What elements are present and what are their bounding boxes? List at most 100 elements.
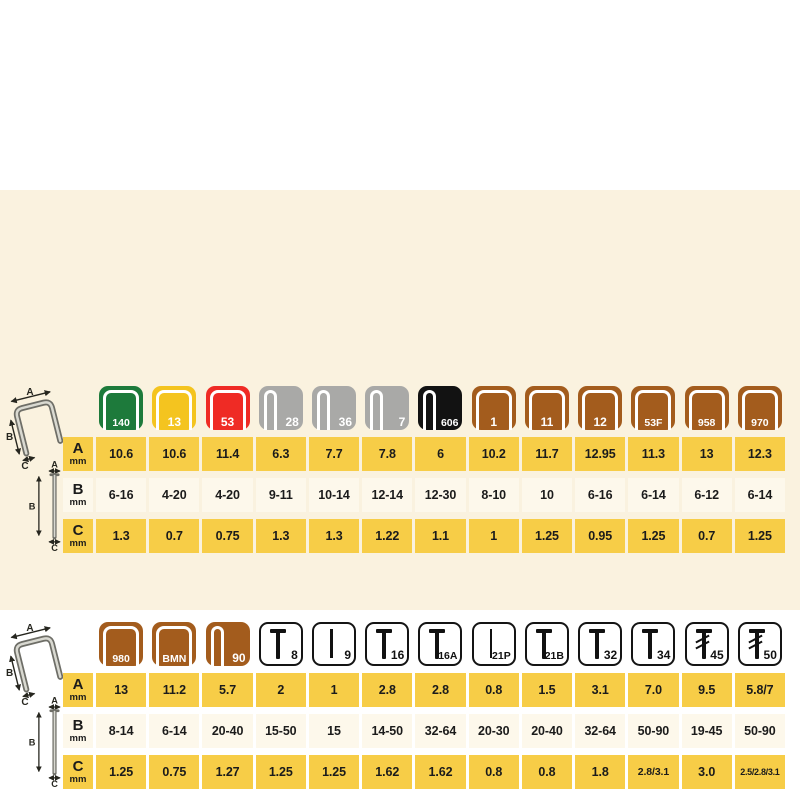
staple-icon-53F: 53F <box>631 386 676 430</box>
value-cell-b-9: 15 <box>308 714 360 748</box>
value-cell-b-1: 8-10 <box>468 478 519 512</box>
nail-shaft <box>330 629 333 658</box>
staple-glyph <box>370 390 384 430</box>
icon-code-label: 970 <box>751 416 769 429</box>
column-icon-cell: 16A <box>415 622 465 666</box>
dim-label-a: A <box>26 624 33 634</box>
value-cell-b-11: 10 <box>521 478 573 512</box>
value-cell-a-9: 1 <box>308 673 360 707</box>
pin-dimensions-diagram: A B C <box>29 460 61 552</box>
staple-glyph <box>103 390 140 430</box>
staple-icon-28: 28 <box>258 386 303 430</box>
icon-code-label: 11 <box>540 415 554 429</box>
nail-shaft <box>382 629 387 659</box>
staple-glyph <box>317 390 331 430</box>
value-cell-b-90: 20-40 <box>202 714 253 748</box>
icon-code-label: 16A <box>438 649 458 662</box>
column-icon-cell: 12 <box>575 386 625 430</box>
value-cell-b-32: 32-64 <box>575 714 626 748</box>
value-cell-c-8: 1.25 <box>255 755 306 789</box>
column-icon-cell: 21P <box>469 622 519 666</box>
value-cell-a-606: 6 <box>415 437 466 471</box>
row-letter: B <box>72 717 84 735</box>
icon-code-label: 28 <box>285 415 299 429</box>
row-unit: mm <box>69 456 87 468</box>
staple-icon-140: 140 <box>99 386 144 430</box>
icon-code-label: 980 <box>112 652 130 665</box>
value-cell-c-606: 1.1 <box>415 519 466 553</box>
dim-label-c: C <box>51 779 58 788</box>
value-cell-b-28: 9-11 <box>255 478 306 512</box>
nail-icon-45: 45 <box>684 622 729 666</box>
value-cell-b-36: 10-14 <box>308 478 360 512</box>
value-cell-a-140: 10.6 <box>96 437 147 471</box>
staple-dimensions-diagram: A B C <box>6 624 64 706</box>
value-cell-a-90: 5.7 <box>202 673 253 707</box>
dim-label-a: A <box>51 696 58 705</box>
value-cell-a-34: 7.0 <box>628 673 679 707</box>
value-cell-b-50: 50-90 <box>734 714 785 748</box>
column-icon-cell: 13 <box>149 386 199 430</box>
staple-icon-BMN: BMN <box>152 622 197 666</box>
row-letter: A <box>72 440 84 458</box>
nail-icon-32: 32 <box>578 622 623 666</box>
staple-glyph <box>156 390 193 430</box>
icon-code-label: 50 <box>763 648 777 662</box>
column-icon-cell: 1 <box>469 386 519 430</box>
column-icon-cell: 36 <box>309 386 359 430</box>
icon-code-label: 53F <box>644 416 663 429</box>
nail-icon-21B: 21B <box>524 622 569 666</box>
value-cell-c-90: 1.27 <box>202 755 253 789</box>
value-cell-b-21B: 20-40 <box>521 714 573 748</box>
icon-code-label: 21B <box>544 649 564 662</box>
column-icon-cell: 7 <box>362 386 412 430</box>
value-cell-c-34: 2.8/3.1 <box>628 755 679 789</box>
value-cell-b-BMN: 6-14 <box>149 714 200 748</box>
column-icon-cell: 21B <box>522 622 572 666</box>
value-cell-b-21P: 20-30 <box>468 714 519 748</box>
icon-code-label: 53 <box>220 415 235 429</box>
value-cell-b-34: 50-90 <box>628 714 679 748</box>
value-cell-b-980: 8-14 <box>96 714 147 748</box>
column-icon-cell: 34 <box>628 622 678 666</box>
nail-shaft <box>435 629 440 659</box>
value-cell-b-8: 15-50 <box>255 714 306 748</box>
staple-glyph <box>156 626 193 666</box>
value-cell-a-32: 3.1 <box>575 673 626 707</box>
staple-icon-12: 12 <box>578 386 623 430</box>
pin-icon-9: 9 <box>312 622 357 666</box>
dim-label-b: B <box>29 502 36 512</box>
icon-code-label: 140 <box>112 416 130 429</box>
dim-label-a: A <box>26 388 33 398</box>
value-cell-c-16A: 1.62 <box>415 755 466 789</box>
value-cell-a-12: 12.95 <box>575 437 626 471</box>
value-cell-c-21P: 0.8 <box>468 755 519 789</box>
value-cell-a-BMN: 11.2 <box>149 673 200 707</box>
value-cell-b-606: 12-30 <box>415 478 466 512</box>
column-icon-cell: 140 <box>96 386 146 430</box>
value-cell-a-50: 5.8/7 <box>734 673 785 707</box>
dim-label-b: B <box>6 668 13 679</box>
icon-code-label: 606 <box>440 416 459 429</box>
value-cell-a-16A: 2.8 <box>415 673 466 707</box>
value-cell-a-8: 2 <box>255 673 306 707</box>
staple-glyph <box>688 390 725 430</box>
icon-code-label: 21P <box>492 649 511 662</box>
icon-code-label: BMN <box>162 652 187 665</box>
staple-icon-13: 13 <box>152 386 197 430</box>
table-corner-spacer <box>63 622 93 666</box>
row-unit: mm <box>69 497 87 509</box>
value-cell-c-BMN: 0.75 <box>149 755 200 789</box>
icon-code-label: 958 <box>697 416 716 429</box>
pin-dimensions-diagram: A B C <box>29 696 61 788</box>
icon-code-label: 13 <box>167 415 181 429</box>
value-cell-a-980: 13 <box>96 673 147 707</box>
staple-icon-980: 980 <box>99 622 144 666</box>
value-cell-b-140: 6-16 <box>96 478 147 512</box>
value-cell-a-11: 11.7 <box>521 437 573 471</box>
